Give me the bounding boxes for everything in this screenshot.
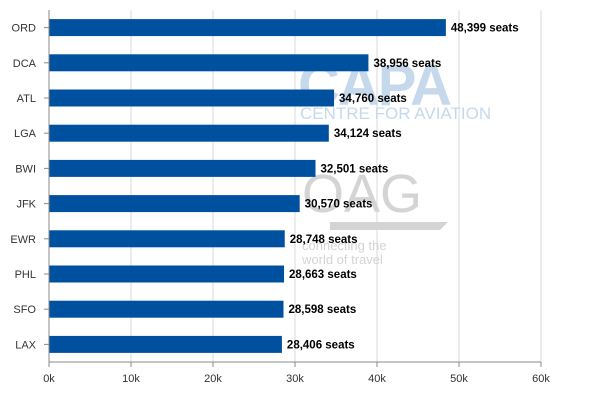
bars: 48,399 seats 38,956 seats 34,760 seats 34,1… [49, 19, 519, 353]
category-label-lga: LGA [14, 128, 37, 140]
data-label-dca: 38,956 seats [373, 58, 441, 70]
data-label-ord: 48,399 seats [451, 23, 519, 35]
x-tick-label-6: 60k [532, 373, 550, 385]
bar-bwi [49, 159, 316, 177]
watermark-plane-icon [330, 222, 448, 230]
category-label-dca: DCA [13, 58, 37, 70]
bar-phl [49, 265, 285, 283]
category-label-ord: ORD [12, 23, 37, 35]
x-tick-label-3: 30k [286, 373, 304, 385]
bar-sfo [49, 300, 284, 318]
watermark-capa-subtitle: CENTRE FOR AVIATION [300, 104, 491, 123]
data-label-bwi: 32,501 seats [321, 163, 389, 175]
data-label-sfo: 28,598 seats [289, 304, 357, 316]
bar-ord [49, 19, 446, 37]
bar-dca [49, 54, 369, 72]
category-label-lax: LAX [15, 339, 36, 351]
watermark-oag-tagline-2: world of travel [301, 252, 383, 267]
category-label-phl: PHL [15, 269, 36, 281]
x-tick-label-5: 50k [450, 373, 468, 385]
category-label-bwi: BWI [15, 163, 36, 175]
data-label-lga: 34,124 seats [334, 128, 402, 140]
bar-lax [49, 335, 282, 353]
x-tick-label-0: 0k [43, 373, 55, 385]
bar-lga [49, 124, 329, 142]
bar-jfk [49, 195, 300, 213]
category-label-atl: ATL [17, 93, 36, 105]
x-tick-label-1: 10k [122, 373, 140, 385]
watermark-oag-logo: OAG [302, 164, 422, 224]
axes: 0k 10k 20k 30k 40k 50k 60k ORD DCA ATL LGA BWI JFK EW… [10, 10, 550, 385]
data-label-atl: 34,760 seats [339, 93, 407, 105]
category-label-ewr: EWR [10, 234, 36, 246]
x-tick-label-2: 20k [204, 373, 222, 385]
bar-ewr [49, 230, 285, 248]
x-tick-label-4: 40k [368, 373, 386, 385]
watermark-oag-tagline-1: connecting the [302, 238, 387, 253]
data-label-jfk: 30,570 seats [305, 199, 373, 211]
category-label-sfo: SFO [13, 304, 36, 316]
bar-atl [49, 89, 335, 107]
data-label-phl: 28,663 seats [289, 269, 357, 281]
data-label-ewr: 28,748 seats [290, 234, 358, 246]
category-label-jfk: JFK [16, 199, 36, 211]
data-label-lax: 28,406 seats [287, 339, 355, 351]
